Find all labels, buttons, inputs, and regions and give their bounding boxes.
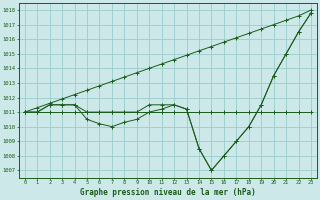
X-axis label: Graphe pression niveau de la mer (hPa): Graphe pression niveau de la mer (hPa) <box>80 188 256 197</box>
